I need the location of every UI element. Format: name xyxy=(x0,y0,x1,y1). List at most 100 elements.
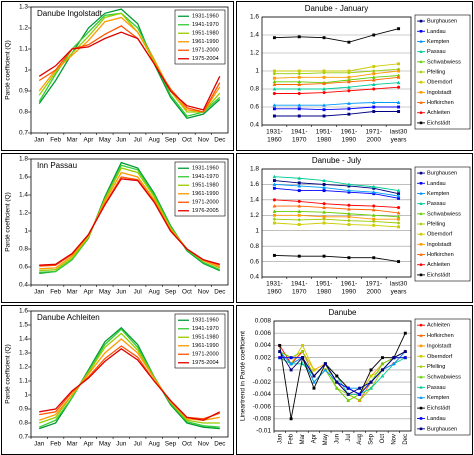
legend-label: Kempten xyxy=(427,39,449,45)
legend-label: 1951-1980 xyxy=(192,183,219,189)
legend-label: Oberndorf xyxy=(427,80,453,86)
y-tick-label: 1.8 xyxy=(250,166,259,173)
marker xyxy=(358,386,362,390)
x-tick-label: 1960 xyxy=(267,289,282,296)
legend-marker xyxy=(419,70,423,74)
y-axis-label: Pardé coefficient (Q) xyxy=(5,192,12,252)
marker xyxy=(347,89,351,93)
legend-label: 1961-1990 xyxy=(192,191,219,197)
x-tick-label: 1960 xyxy=(267,137,282,144)
chart-title: Danube - January xyxy=(305,4,369,13)
legend-label: Eichstädt xyxy=(427,272,450,278)
x-tick-label: Jul xyxy=(346,434,352,442)
marker xyxy=(301,343,304,347)
marker xyxy=(347,223,351,226)
legend-marker xyxy=(419,354,423,358)
series-line xyxy=(274,111,399,117)
series-line xyxy=(274,75,399,84)
marker xyxy=(289,356,293,360)
x-tick-label: 1980 xyxy=(317,289,332,296)
legend-label: Pfelling xyxy=(427,221,445,227)
legend-label: 1941-1970 xyxy=(192,174,219,180)
x-tick-label: Jul xyxy=(134,289,142,296)
x-tick-label: Oct xyxy=(380,434,386,444)
x-tick-label: Dec xyxy=(214,441,225,448)
y-tick-label: 0.9 xyxy=(19,88,28,95)
legend-label: Passau xyxy=(427,49,446,55)
panel-frame xyxy=(236,1,473,151)
marker xyxy=(272,114,276,118)
x-tick-label: Jan xyxy=(34,137,45,144)
series-line xyxy=(274,63,399,72)
y-tick-label: 0.008 xyxy=(255,318,272,325)
marker xyxy=(297,189,301,193)
x-tick-label: May xyxy=(99,441,112,448)
y-tick-label: -0.002 xyxy=(253,379,272,386)
x-tick-label: Oct xyxy=(182,137,192,144)
legend-label: 1951-1980 xyxy=(192,31,219,37)
x-tick-label: Feb xyxy=(289,433,295,444)
marker xyxy=(372,223,376,227)
x-tick-label: Jul xyxy=(134,137,142,144)
legend-marker xyxy=(419,100,423,104)
series-line xyxy=(38,338,220,421)
marker xyxy=(403,331,407,335)
marker xyxy=(346,392,350,396)
marker xyxy=(272,174,277,179)
y-tick-label: 0.4 xyxy=(250,122,259,129)
x-tick-label: years xyxy=(391,137,408,144)
marker xyxy=(272,204,277,208)
marker xyxy=(347,40,351,44)
y-tick-label: 1.4 xyxy=(19,192,28,199)
legend-label: Ingolstadt xyxy=(427,242,452,248)
x-tick-label: Nov xyxy=(391,434,397,445)
y-tick-label: 1.6 xyxy=(250,181,259,188)
marker xyxy=(403,356,407,360)
legend-marker xyxy=(419,263,423,267)
marker xyxy=(396,80,401,85)
y-tick-label: 0 xyxy=(267,367,271,374)
series-line xyxy=(274,218,399,224)
y-tick-label: 1.3 xyxy=(19,4,28,11)
legend-marker xyxy=(419,171,423,175)
x-tick-label: Nov xyxy=(198,441,210,448)
marker xyxy=(322,114,326,118)
marker xyxy=(347,107,351,111)
marker xyxy=(392,356,396,360)
legend-marker xyxy=(419,201,423,205)
marker xyxy=(335,374,339,378)
marker xyxy=(381,368,384,372)
y-tick-label: 0.002 xyxy=(255,354,272,361)
marker xyxy=(371,82,376,86)
legend-label: Kempten xyxy=(427,191,449,197)
marker xyxy=(346,85,351,89)
x-tick-label: 1990 xyxy=(342,137,357,144)
series-line xyxy=(274,176,399,192)
series-line xyxy=(274,82,399,90)
x-tick-label: Sep xyxy=(369,433,375,444)
x-tick-label: 1941- xyxy=(291,129,308,136)
marker xyxy=(322,205,327,210)
marker xyxy=(322,81,327,86)
marker xyxy=(297,86,302,91)
legend-marker xyxy=(419,60,423,64)
series-line xyxy=(38,16,221,113)
marker xyxy=(272,71,277,76)
legend-label: Hofkirchen xyxy=(427,333,454,339)
marker xyxy=(403,350,407,354)
marker xyxy=(335,380,339,384)
marker xyxy=(391,361,396,366)
marker xyxy=(272,82,277,86)
marker xyxy=(297,204,302,208)
marker xyxy=(297,103,302,107)
marker xyxy=(322,221,326,225)
legend-label: 1976-2005 xyxy=(192,208,219,214)
y-tick-label: 1.4 xyxy=(19,336,28,343)
legend-label: Landau xyxy=(427,29,446,35)
marker xyxy=(278,343,282,347)
x-tick-label: Nov xyxy=(198,289,210,296)
marker xyxy=(372,204,376,208)
legend-label: 1975-2004 xyxy=(192,56,219,62)
marker xyxy=(346,188,351,193)
